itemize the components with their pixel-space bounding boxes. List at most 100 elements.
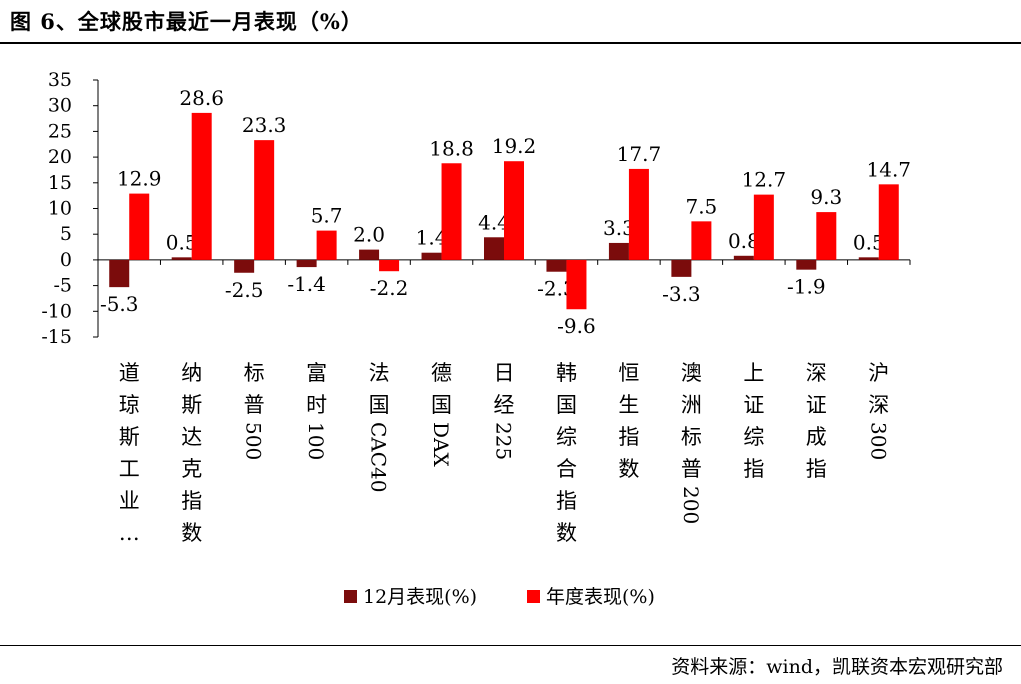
bar-monthly xyxy=(359,249,380,260)
legend-swatch-monthly xyxy=(344,590,357,603)
x-category-label-part: CAC40 xyxy=(367,422,391,493)
y-tick-label: 0 xyxy=(60,249,72,271)
data-label-annual: -9.6 xyxy=(557,314,596,338)
bar-annual xyxy=(628,168,649,260)
x-category-label-part: 达 xyxy=(181,425,202,449)
bar-annual xyxy=(316,230,337,260)
bar-annual xyxy=(878,184,899,260)
x-category-label-part: 法 xyxy=(369,361,390,385)
bar-monthly xyxy=(796,259,817,270)
y-tick-label: -15 xyxy=(41,326,72,348)
x-category-label-part: 道 xyxy=(119,361,140,385)
data-label-monthly: -3.3 xyxy=(662,282,701,306)
y-tick-label: 35 xyxy=(48,69,72,91)
x-category-label-part: 普 xyxy=(244,393,265,417)
bar-monthly xyxy=(171,257,192,260)
y-tick-label: 30 xyxy=(48,95,72,117)
data-label-annual: 9.3 xyxy=(810,185,842,209)
data-label-annual: 12.7 xyxy=(742,168,787,192)
x-category-label-part: 指 xyxy=(618,425,639,449)
bar-monthly xyxy=(733,255,754,260)
data-label-monthly: -1.9 xyxy=(787,275,826,299)
x-category-label-part: 指 xyxy=(806,457,827,481)
legend-label-annual: 年度表现(%) xyxy=(546,586,655,608)
data-label-monthly: -1.4 xyxy=(287,272,326,296)
x-category-label-part: 合 xyxy=(556,457,577,481)
y-tick-label: 20 xyxy=(48,146,72,168)
data-label-annual: 7.5 xyxy=(685,194,717,218)
x-category-label-part: 工 xyxy=(119,457,140,481)
bar-annual xyxy=(753,194,774,260)
x-category-label-part: 数 xyxy=(181,521,202,545)
bar-monthly xyxy=(671,259,692,277)
legend-label-monthly: 12月表现(%) xyxy=(363,586,477,608)
bar-annual xyxy=(816,212,837,260)
y-tick-label: -5 xyxy=(53,275,72,297)
x-category-label-part: … xyxy=(119,521,140,545)
y-tick-label: 10 xyxy=(48,198,72,220)
x-category-label-part: DAX xyxy=(429,422,453,467)
bar-annual xyxy=(566,259,587,310)
x-category-label-part: 韩 xyxy=(556,361,577,385)
x-category-label-part: 纳 xyxy=(181,361,202,385)
data-label-monthly: 2.0 xyxy=(353,223,385,247)
x-category-label-part: 德 xyxy=(431,361,452,385)
x-category-label-part: 上 xyxy=(743,361,764,385)
bottom-rule xyxy=(0,645,1021,646)
bar-monthly xyxy=(421,252,442,260)
x-category-label-part: 时 xyxy=(306,393,327,417)
bar-annual xyxy=(379,259,400,272)
bar-annual xyxy=(504,161,524,260)
data-label-annual: 5.7 xyxy=(311,204,343,228)
legend-swatch-annual xyxy=(527,590,540,603)
x-category-label-part: 成 xyxy=(806,425,827,449)
data-label-annual: 18.8 xyxy=(429,136,474,160)
bar-annual xyxy=(254,140,275,260)
x-category-label-part: 数 xyxy=(556,521,577,545)
x-category-label-part: 沪 xyxy=(868,361,889,385)
bar-annual xyxy=(441,163,462,260)
data-label-monthly: -5.3 xyxy=(100,292,139,316)
y-tick-label: 25 xyxy=(48,120,72,142)
data-label-annual: 19.2 xyxy=(492,134,537,158)
top-rule xyxy=(0,42,1021,44)
x-category-label-part: 指 xyxy=(743,457,764,481)
x-category-label-part: 恒 xyxy=(618,361,639,385)
y-tick-label: 5 xyxy=(60,223,72,245)
x-category-label-part: 国 xyxy=(369,393,390,417)
bar-monthly xyxy=(546,259,567,272)
bar-annual xyxy=(129,193,150,260)
x-category-label-part: 国 xyxy=(431,393,452,417)
data-label-annual: 28.6 xyxy=(179,86,224,110)
x-category-label-part: 生 xyxy=(618,393,639,417)
x-category-label-part: 证 xyxy=(743,393,764,417)
x-category-label-part: 洲 xyxy=(681,393,702,417)
x-category-label-part: 300 xyxy=(866,422,890,460)
y-tick-label: 15 xyxy=(48,172,72,194)
x-category-label-part: 深 xyxy=(868,393,889,417)
bar-monthly xyxy=(858,257,879,260)
figure-title: 图 6、全球股市最近一月表现（%） xyxy=(10,9,363,34)
x-category-label-part: 琼 xyxy=(119,393,140,417)
y-tick-label: -10 xyxy=(41,300,72,322)
x-category-label-part: 500 xyxy=(242,422,266,460)
x-category-label-part: 普 xyxy=(681,457,702,481)
x-category-label-part: 证 xyxy=(806,393,827,417)
x-category-label-part: 经 xyxy=(494,393,515,417)
bar-monthly xyxy=(296,259,317,268)
source-note: 资料来源：wind，凯联资本宏观研究部 xyxy=(671,656,1003,678)
x-category-label-part: 200 xyxy=(679,486,703,524)
data-label-annual: 17.7 xyxy=(617,142,662,166)
x-category-label-part: 斯 xyxy=(181,393,202,417)
x-category-label-part: 富 xyxy=(306,361,327,385)
x-category-label-part: 指 xyxy=(181,489,202,513)
x-category-label-part: 指 xyxy=(556,489,577,513)
data-label-annual: 23.3 xyxy=(242,113,287,137)
x-category-label-part: 数 xyxy=(618,457,639,481)
data-label-annual: 14.7 xyxy=(867,157,912,181)
x-category-label-part: 业 xyxy=(119,489,140,513)
bar-monthly xyxy=(608,242,629,260)
bar-annual xyxy=(691,221,712,260)
x-category-label-part: 澳 xyxy=(681,361,702,385)
